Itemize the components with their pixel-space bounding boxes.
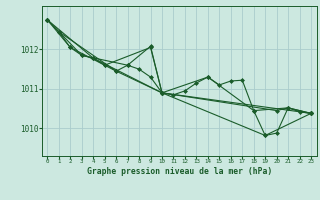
X-axis label: Graphe pression niveau de la mer (hPa): Graphe pression niveau de la mer (hPa) [87,167,272,176]
